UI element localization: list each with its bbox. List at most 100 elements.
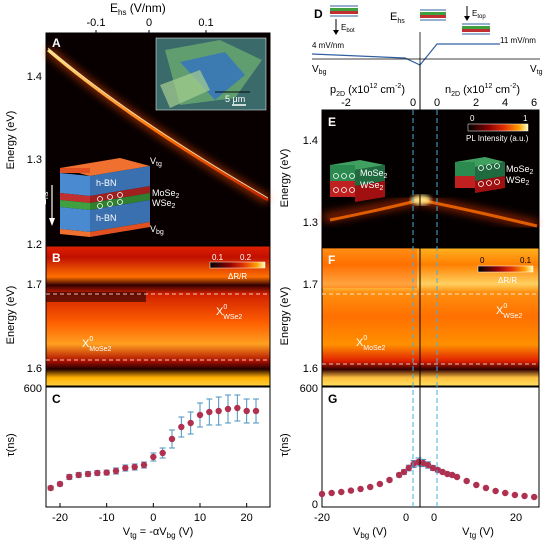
panel-g-xlabel-right: Vtg (V) [462,526,494,540]
panel-c-plot [47,394,260,492]
data-point [75,471,82,479]
data-point [178,423,185,431]
data-point [530,493,538,501]
device-stack-schematic: h-BN h-BN [60,158,150,237]
data-point [492,487,499,495]
ehs-label: Ehs [38,191,50,205]
data-point [521,492,528,500]
data-point [502,489,509,497]
vtg-label-d: Vtg [530,64,543,76]
colorbar-e [467,123,529,132]
ytick: 1.2 [27,239,42,251]
data-point [150,453,157,461]
data-point [84,470,92,478]
wse2-label-e-left: WSe2 [360,180,384,192]
vbg-label-d: Vbg [312,64,327,76]
colorbar-label: ΔR/R [498,276,517,285]
data-point [405,464,412,472]
vbg-label: Vbg [150,224,164,236]
etop-label: Etop [472,9,486,20]
data-point [347,487,355,494]
panel-a-yticks: 1.4 1.3 1.2 [27,71,42,251]
panel-letter-d: D [314,7,323,21]
left-top-axis-label: Ehs (V/nm) [110,1,166,17]
xtick: -20 [52,512,68,524]
data-point [434,466,441,474]
panel-letter-g: G [328,392,337,406]
data-point [103,469,110,476]
top-tick: -0.1 [87,17,106,29]
xtick: -20 [314,512,330,524]
data-point [224,405,232,413]
panel-g-ytick-0: 0 [312,499,318,511]
colorbar-label: ΔR/R [228,272,247,281]
data-point [410,460,417,468]
data-point [56,480,64,488]
data-point [376,480,384,488]
panel-f: 0 0.1 ΔR/R X0 WSe2 X0 MoSe2 F [321,247,540,387]
data-point [318,490,326,498]
n-tick: 0 [434,97,440,109]
data-point [367,483,374,491]
colorbar-tick: 1 [523,114,528,123]
colorbar-tick: 0.1 [520,256,532,265]
panel-g: G [318,386,540,508]
data-point [140,461,148,469]
panel-b-ylabel: Energy (eV) [5,286,17,345]
top-tick: 0 [146,17,152,29]
panel-letter-f: F [328,253,335,267]
panel-g-xlabel-left: Vbg (V) [353,526,387,540]
xtick: 0 [150,512,156,524]
panel-c-ylabel: τ(ns) [5,433,17,456]
data-point [473,481,480,489]
xtick: 10 [194,512,206,524]
mose2-label: MoSe2 [152,188,180,200]
wse2-label: WSe2 [152,198,176,210]
data-point [168,435,176,443]
data-point [206,408,213,416]
xtick: 0 [403,512,409,524]
data-point [511,491,519,499]
data-point [395,471,403,479]
ytick: 1.4 [303,135,318,147]
top-tick: 0.1 [198,17,213,29]
p2d-axis-label: p2D (x1012 cm-2) [330,83,405,98]
panel-b: 0.1 0.2 ΔR/R X0 WSe2 X0 MoSe2 B [45,245,271,387]
data-point [439,468,446,476]
data-point [196,411,204,419]
panel-g-xticks: -20 0 0 20 [314,512,522,524]
data-point [338,488,345,496]
panel-c-xlabel: Vtg = -αVbg (V) [123,526,194,540]
ytick: 1.6 [27,363,42,375]
ytick: 1.3 [27,154,42,166]
hbn-bottom-label: h-BN [96,213,117,223]
hbn-top-label: h-BN [96,178,117,188]
vtg-label: Vtg [150,156,162,168]
data-point [453,473,461,481]
data-point [386,476,393,484]
colorbar-f [477,265,534,273]
panel-e-ylabel: Energy (eV) [279,149,291,208]
colorbar-label: PL Intensity (a.u.) [466,134,529,143]
panel-c-xticks: -20 -10 0 10 20 [52,503,253,524]
ytick: 1.6 [303,363,318,375]
x0-wse2-label: X0 WSe2 [216,304,242,321]
n-tick: 6 [531,97,537,109]
xtick: 20 [510,512,522,524]
panel-g-ytick-600: 600 [300,383,318,395]
data-point [159,449,166,457]
data-point [482,484,490,492]
right-top-ticks: -2 0 0 2 4 6 [341,97,537,109]
mose2-label-e-right: MoSe2 [506,164,534,176]
x0-mose2-label-f: X0 MoSe2 [356,335,386,352]
xtick: 0 [431,512,437,524]
colorbar-tick: 0 [480,256,485,265]
x0-wse2-label-f: X0 WSe2 [496,303,522,320]
data-point [463,477,470,485]
colorbar-b [209,261,266,269]
data-point [420,459,427,467]
n2d-axis-label: n2D (x1012 cm-2) [445,83,520,98]
data-point [328,489,335,497]
wse2-label-e-right: WSe2 [506,175,530,187]
xtick: 20 [241,512,253,524]
